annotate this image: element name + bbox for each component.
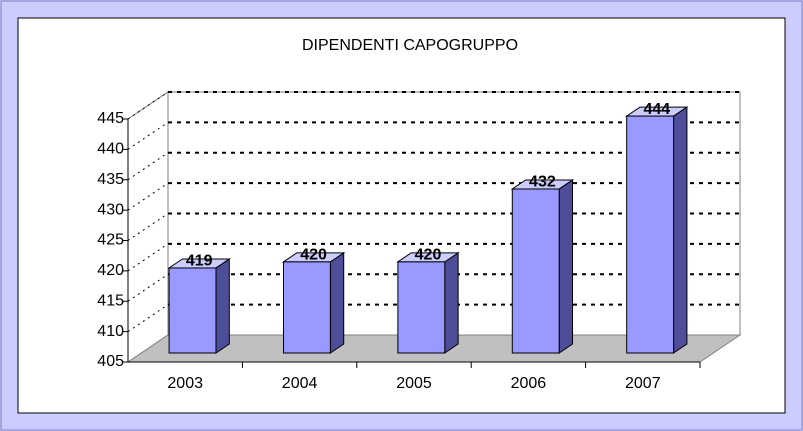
bar: [511, 188, 560, 354]
bar-side: [215, 258, 230, 354]
bar: [282, 261, 331, 354]
y-tick-label: 405: [97, 353, 124, 370]
side-grid-line: [127, 243, 169, 272]
y-tick-label: 420: [97, 262, 124, 279]
side-grid-line: [127, 213, 169, 241]
chart-title: DIPENDENTI CAPOGRUPPO: [302, 37, 518, 54]
side-grid-line: [127, 152, 169, 181]
side-grid-line: [127, 121, 169, 150]
x-tick-label: 2005: [396, 375, 432, 392]
x-tick-label: 2004: [282, 375, 318, 392]
y-tick-label: 435: [97, 171, 124, 188]
y-tick-label: 430: [97, 201, 124, 218]
bar: [397, 261, 446, 354]
value-label: 419: [186, 253, 213, 270]
bar-side: [444, 251, 459, 354]
bar: [626, 115, 675, 354]
bar-side: [329, 251, 345, 354]
y-tick-label: 410: [97, 323, 124, 340]
side-grid-line: [127, 182, 169, 211]
side-grid-line: [127, 304, 169, 333]
side-grid-line: [127, 273, 169, 302]
value-label: 444: [643, 101, 670, 118]
y-tick-label: 440: [97, 141, 124, 158]
bar-side: [673, 106, 688, 354]
value-label: 420: [415, 247, 442, 264]
bar: [168, 267, 217, 354]
x-tick-label: 2006: [511, 375, 547, 392]
x-tick-label: 2003: [167, 375, 203, 392]
y-tick-label: 415: [97, 292, 124, 309]
x-tick-label: 2007: [625, 375, 661, 392]
bar-side: [558, 179, 574, 354]
value-label: 420: [300, 247, 327, 264]
side-grid-line: [127, 91, 169, 120]
value-label: 432: [529, 174, 556, 191]
y-tick-label: 445: [97, 110, 124, 127]
y-tick-label: 425: [97, 232, 124, 249]
